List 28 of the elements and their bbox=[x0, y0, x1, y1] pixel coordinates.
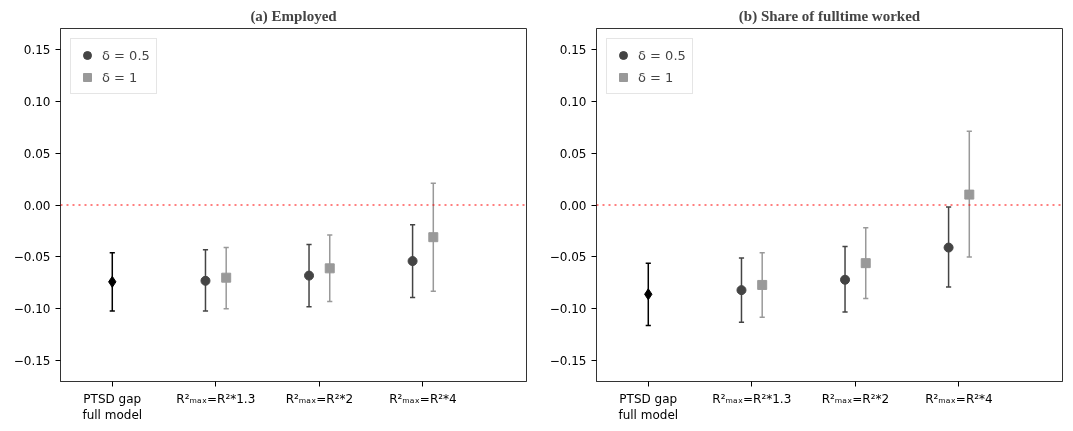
y-tick-label: 0.05 bbox=[23, 146, 51, 161]
y-tick-label: −0.05 bbox=[549, 250, 587, 265]
legend-label: δ = 0.5 bbox=[102, 47, 150, 63]
y-tick-label: 0.15 bbox=[23, 42, 51, 57]
y-tick-label: 0.10 bbox=[559, 94, 587, 109]
x-tick-label: R²ₘₐₓ=R²*1.3 bbox=[712, 391, 792, 406]
chart-title: (a) Employed bbox=[250, 7, 338, 25]
x-tick-label: PTSD gap full model bbox=[82, 391, 143, 423]
chart-title: (b) Share of fulltime worked bbox=[738, 7, 921, 25]
legend-label: δ = 1 bbox=[102, 69, 138, 85]
y-tick-label: −0.15 bbox=[549, 354, 587, 369]
legend-label: δ = 0.5 bbox=[638, 47, 686, 63]
y-tick-label: 0.05 bbox=[559, 146, 587, 161]
y-tick-label: 0.00 bbox=[23, 198, 51, 213]
y-tick-label: 0.00 bbox=[559, 198, 587, 213]
y-tick-label: −0.10 bbox=[549, 302, 587, 317]
x-tick-label: PTSD gap full model bbox=[618, 391, 679, 423]
y-tick-label: 0.10 bbox=[23, 94, 51, 109]
x-tick-label: R²ₘₐₓ=R²*2 bbox=[821, 391, 890, 406]
y-tick-label: −0.15 bbox=[13, 354, 51, 369]
x-tick-label: R²ₘₐₓ=R²*4 bbox=[925, 391, 993, 406]
x-tick-label: R²ₘₐₓ=R²*2 bbox=[285, 391, 354, 406]
x-tick-label: R²ₘₐₓ=R²*1.3 bbox=[176, 391, 256, 406]
x-tick-label: R²ₘₐₓ=R²*4 bbox=[389, 391, 457, 406]
y-tick-label: −0.10 bbox=[13, 302, 51, 317]
legend-label: δ = 1 bbox=[638, 69, 674, 85]
y-tick-label: 0.15 bbox=[559, 42, 587, 57]
y-tick-label: −0.05 bbox=[13, 250, 51, 265]
